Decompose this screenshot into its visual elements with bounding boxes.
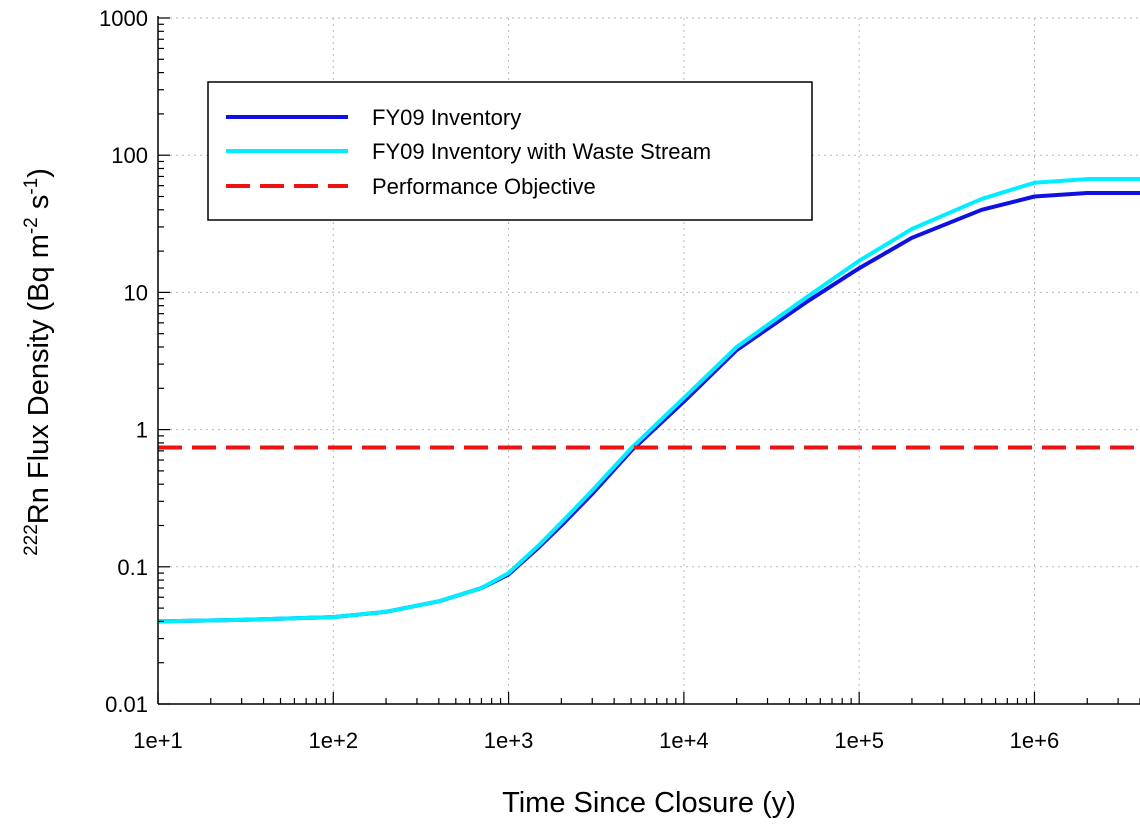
- x-axis-title: Time Since Closure (y): [502, 787, 796, 819]
- y-axis-title-mid: s: [23, 195, 55, 218]
- series-fy09-inventory-waste-stream: [157, 177, 1140, 624]
- legend-label-fy09-inventory-waste-stream: FY09 Inventory with Waste Stream: [372, 139, 711, 164]
- legend-label-fy09-inventory: FY09 Inventory: [372, 105, 521, 130]
- y-axis-title-exp2: -1: [21, 178, 42, 195]
- legend-label-performance-objective: Performance Objective: [372, 174, 596, 199]
- y-axis-title: 222Rn Flux Density (Bq m-2 s-1): [21, 168, 55, 556]
- y-axis-title-exp1: -2: [21, 217, 42, 234]
- y-tick-label: 0.1: [117, 555, 148, 580]
- x-tick-labels: 1e+1 1e+2 1e+3 1e+4 1e+5 1e+6: [133, 728, 1059, 753]
- x-tick-label: 1e+4: [659, 728, 709, 753]
- y-tick-label: 10: [124, 280, 148, 305]
- x-tick-label: 1e+6: [1010, 728, 1060, 753]
- y-tick-label: 1: [136, 418, 148, 443]
- x-tick-label: 1e+2: [309, 728, 359, 753]
- y-axis-title-isotope: 222: [21, 524, 42, 556]
- series-layer: [157, 177, 1140, 624]
- y-tick-label: 1000: [99, 6, 148, 31]
- x-tick-label: 1e+3: [484, 728, 534, 753]
- y-tick-label: 0.01: [105, 692, 148, 717]
- legend: FY09 Inventory FY09 Inventory with Waste…: [207, 81, 813, 221]
- y-tick-label: 100: [111, 143, 148, 168]
- y-axis-title-end: ): [23, 168, 55, 178]
- x-tick-label: 1e+1: [133, 728, 183, 753]
- y-axis-title-main: Rn Flux Density (Bq m: [23, 234, 55, 524]
- axes: [157, 16, 1140, 705]
- x-tick-label: 1e+5: [834, 728, 884, 753]
- y-tick-labels: 0.01 0.1 1 10 100 1000: [99, 6, 148, 717]
